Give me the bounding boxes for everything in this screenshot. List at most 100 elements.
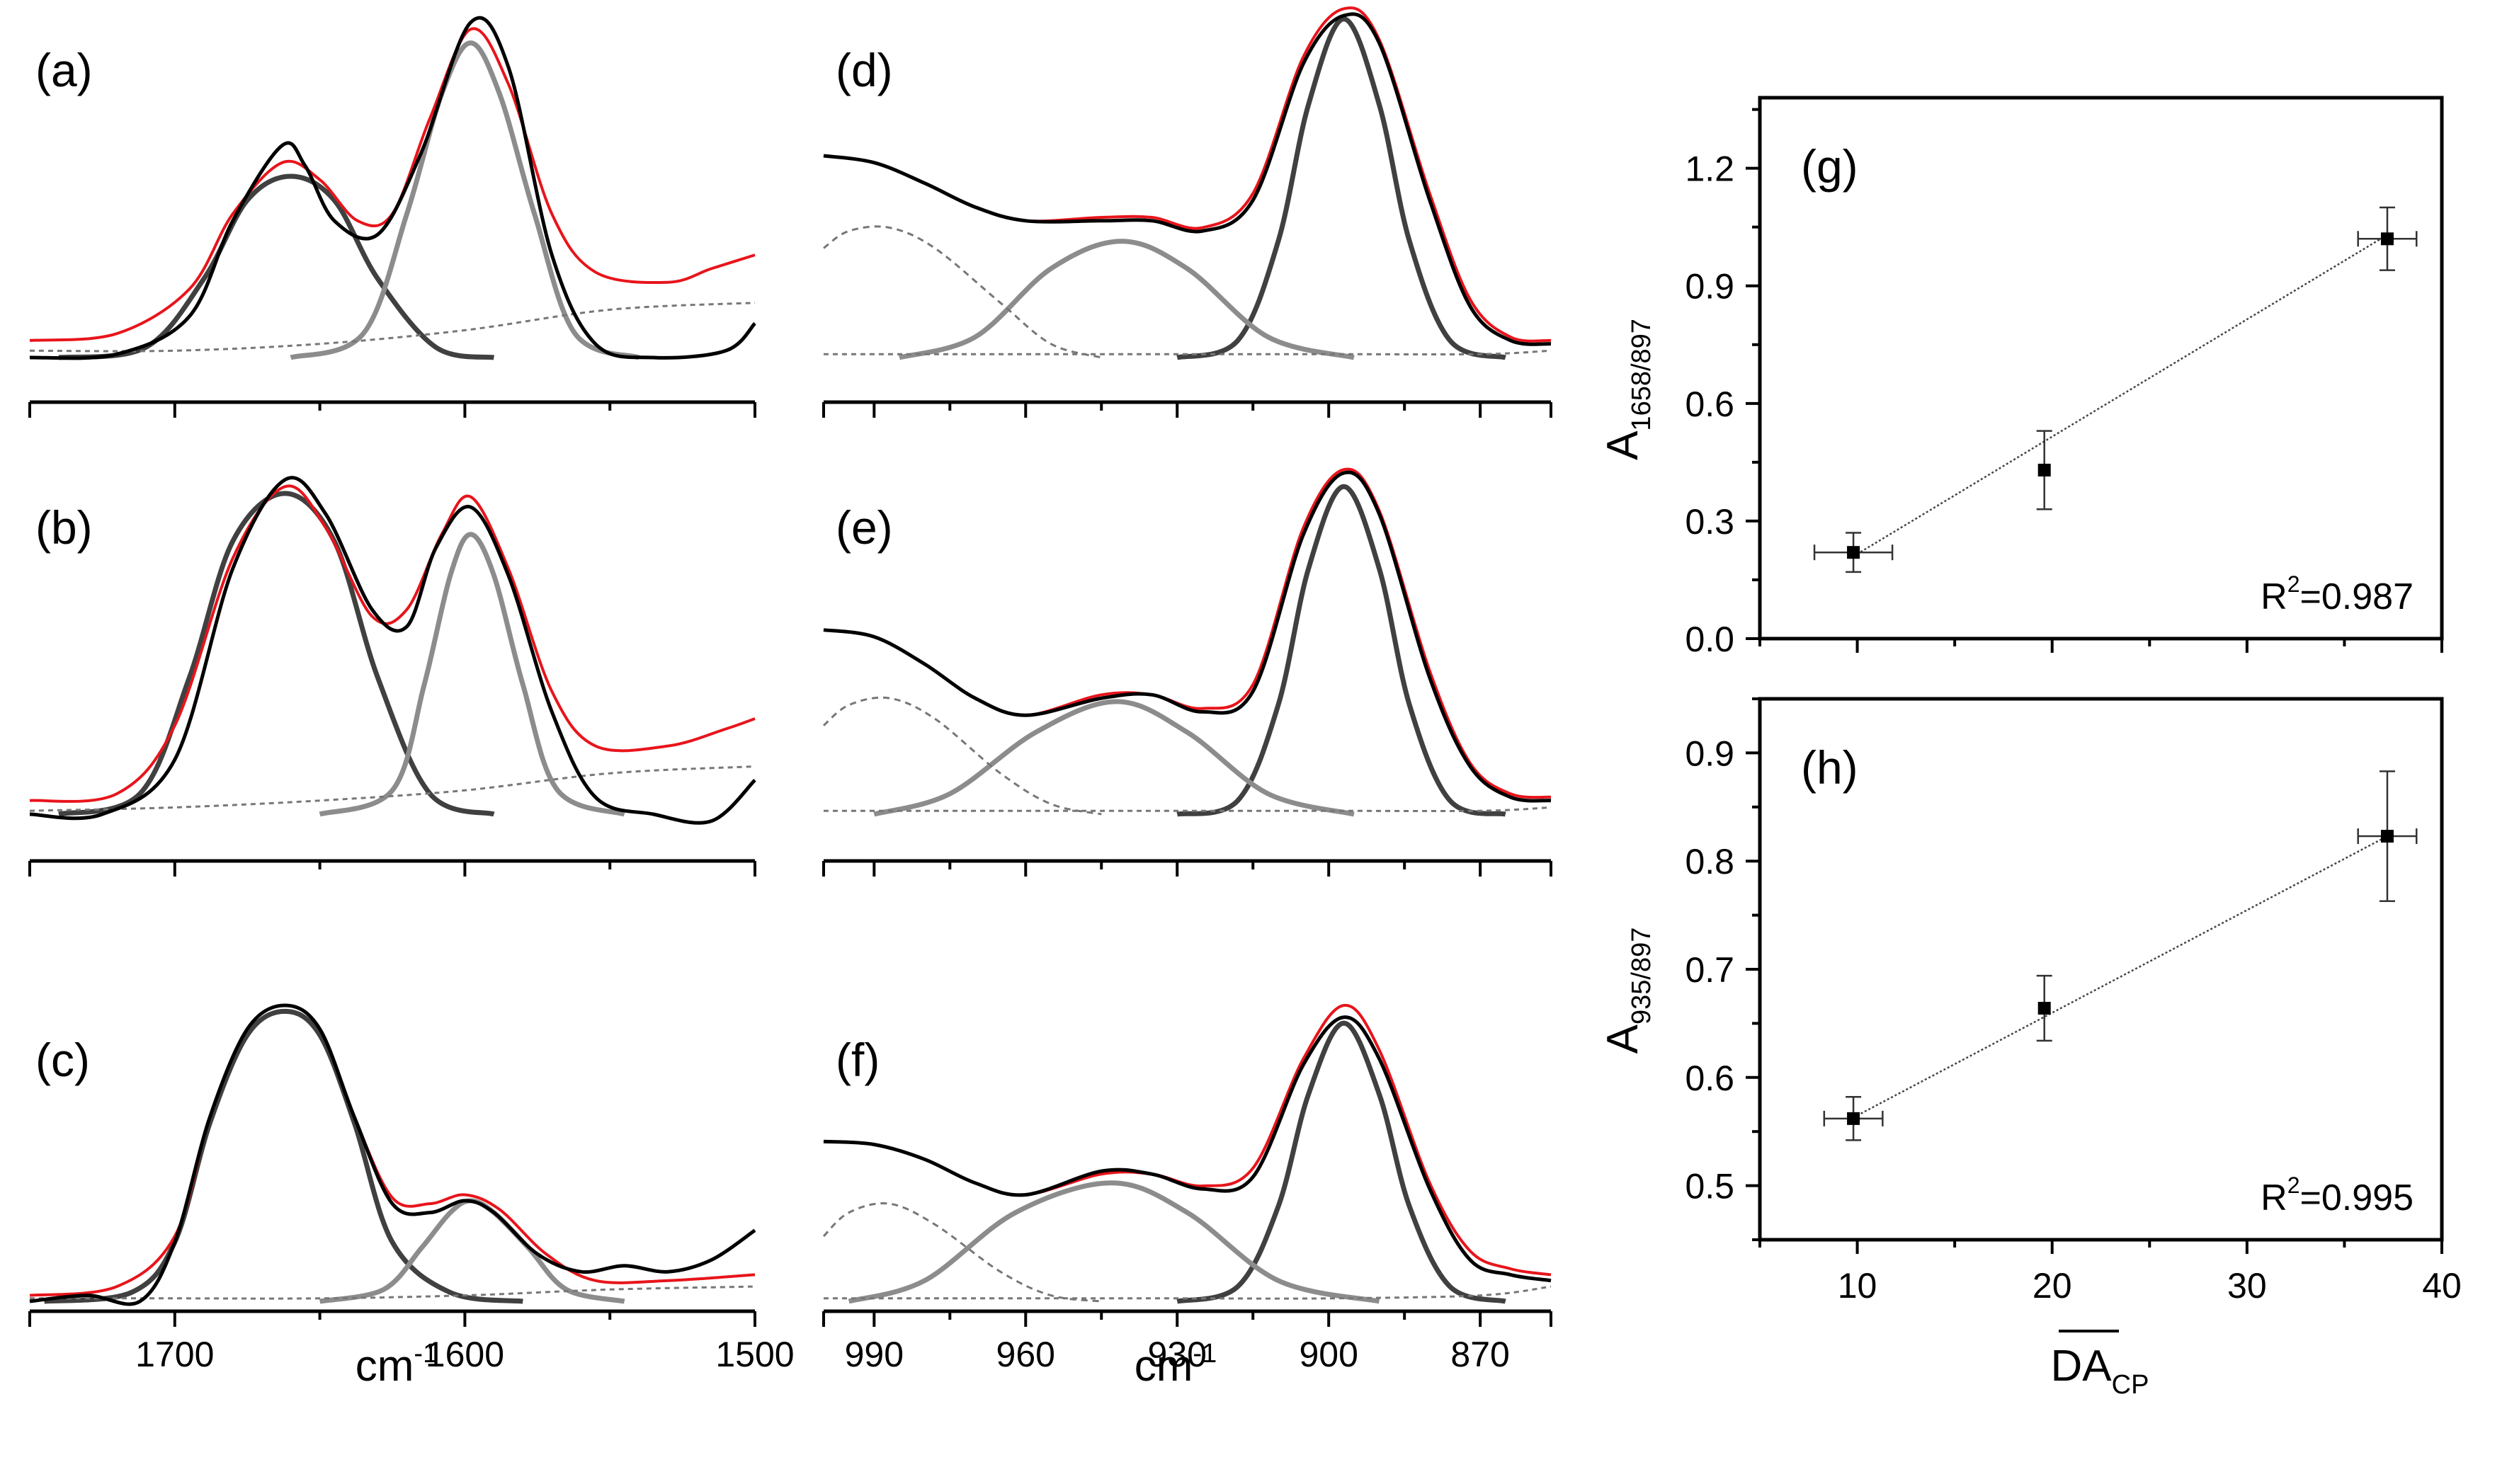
curve-component-1598-cm-1 (319, 1198, 625, 1304)
scatter-panel-g: 0.0 0.3 0.6 0.9 1.2 A1658/897 (g) R2=0.987 (1598, 96, 2444, 659)
data-point (1847, 1112, 1860, 1125)
r-squared-symbol: R (2261, 1177, 2287, 1218)
y-tick-label: 0.0 (1685, 620, 1734, 659)
data-point (2037, 463, 2051, 476)
y-tick-label: 1.2 (1685, 149, 1734, 189)
data-point (2380, 232, 2394, 246)
curve-component-1658-cm-1 (58, 491, 495, 817)
curve-baseline (29, 765, 756, 812)
spectrum-panel-a: (a) (28, 16, 756, 418)
y-tick-label: 0.6 (1685, 384, 1734, 424)
curve-component-897-cm-1 (1176, 16, 1506, 360)
curve-baseline (29, 302, 756, 353)
y-axis-label: A935/897 (1598, 928, 1656, 1054)
y-axis-label: A1658/897 (1598, 319, 1656, 460)
x-tick-label: 1700 (135, 1335, 214, 1374)
y-tick-label: 0.5 (1685, 1167, 1734, 1206)
curve-component-1658-cm-1 (44, 1008, 523, 1304)
curve-baseline (30, 1285, 756, 1300)
x-tick-label: 30 (2227, 1266, 2267, 1306)
curve-baseline (824, 349, 1552, 356)
x-tick-label: 40 (2422, 1266, 2462, 1306)
r-squared-exponent: 2 (2287, 571, 2300, 597)
curve-component-987-cm-1 (823, 696, 1102, 816)
y-tick-label: 0.8 (1685, 842, 1734, 881)
curve-component-1598-cm-1 (290, 40, 640, 360)
x-tick-label: 930 (1148, 1335, 1207, 1374)
x-tick-label: 990 (845, 1335, 904, 1374)
curve-fitted-sum (823, 467, 1552, 799)
x-axis-unit-label: cm-1 (1135, 1339, 1217, 1391)
curve-fitted-sum (823, 6, 1552, 343)
data-point (2037, 1002, 2051, 1015)
curve-measured (823, 12, 1552, 346)
curve-fitted-sum (29, 1004, 756, 1297)
curve-component-935-cm-1 (899, 239, 1355, 360)
curve-measured (29, 16, 756, 360)
panel-label: (g) (1801, 140, 1858, 193)
panel-label: (e) (836, 501, 893, 554)
scatter-panel-h: 10 20 30 40 0.5 0.6 0.7 0.8 0.9 A935/897 (h) R2=0.9… (1598, 697, 2462, 1400)
curve-fitted-sum (29, 27, 756, 342)
spectrum-panel-c: 1700 1600 1500 (c) (28, 1003, 795, 1374)
panel-label: (h) (1801, 741, 1858, 794)
r-squared-value: =0.995 (2300, 1177, 2414, 1218)
curve-component-1598-cm-1 (319, 532, 625, 817)
x-tick-label: 20 (2033, 1266, 2072, 1306)
curve-measured (823, 470, 1552, 803)
curve-component-987-cm-1 (823, 225, 1102, 359)
x-tick-label: 1500 (715, 1335, 794, 1374)
x-tick-label: 870 (1450, 1335, 1509, 1374)
x-axis-label-subscript: CP (2112, 1370, 2149, 1400)
r-squared-symbol: R (2261, 576, 2287, 617)
plot-frame (1758, 697, 2444, 1242)
spectrum-panel-f: 990 960 930 900 870 (f) (822, 1003, 1552, 1374)
x-tick-label: 900 (1299, 1335, 1358, 1374)
y-tick-label: 0.9 (1685, 267, 1734, 307)
x-tick-label: 1600 (426, 1335, 504, 1374)
y-tick-label: 0.7 (1685, 950, 1734, 990)
x-tick-label: 960 (996, 1335, 1055, 1374)
x-tick-label: 10 (1838, 1266, 1877, 1306)
curve-component-987-cm-1 (822, 1202, 1102, 1303)
unit-exponent: -1 (1193, 1339, 1217, 1369)
data-point (1847, 546, 1860, 559)
spectrum-panel-d: (d) (822, 6, 1552, 418)
curve-fitted-sum (823, 1003, 1552, 1277)
curve-component-897-cm-1 (1176, 484, 1506, 817)
curve-baseline (824, 806, 1552, 813)
spectrum-panel-e: (e) (822, 467, 1552, 877)
curve-measured (29, 476, 756, 825)
y-axis-label-subscript: 1658/897 (1627, 319, 1656, 431)
y-axis-label-subscript: 935/897 (1627, 928, 1656, 1024)
panel-label: (a) (35, 44, 93, 96)
y-tick-label: 0.6 (1685, 1058, 1734, 1098)
fit-line (1853, 234, 2388, 557)
unit-exponent: -1 (414, 1339, 438, 1369)
r-squared-exponent: 2 (2287, 1172, 2300, 1198)
curve-component-935-cm-1 (848, 1180, 1380, 1304)
panel-label: (f) (836, 1034, 880, 1086)
y-tick-label: 0.3 (1685, 502, 1734, 542)
curve-component-897-cm-1 (1176, 1020, 1506, 1304)
r-squared-annotation: R2=0.987 (2261, 571, 2414, 617)
curve-fitted-sum (29, 484, 756, 803)
x-axis-unit-label: cm-1 (356, 1339, 438, 1391)
fit-line (1853, 835, 2388, 1119)
panel-label: (d) (836, 44, 893, 96)
plot-frame (1758, 96, 2444, 641)
spectrum-panel-b: (b) (28, 476, 756, 877)
curve-component-935-cm-1 (873, 699, 1355, 817)
y-tick-label: 0.9 (1685, 734, 1734, 773)
r-squared-value: =0.987 (2300, 576, 2414, 617)
curve-measured (29, 1003, 756, 1306)
r-squared-annotation: R2=0.995 (2261, 1172, 2414, 1218)
x-axis-label-main: DA (2051, 1342, 2113, 1391)
panel-label: (b) (35, 501, 93, 554)
data-point (2380, 830, 2394, 843)
curve-measured (823, 1015, 1552, 1283)
panel-label: (c) (35, 1034, 90, 1086)
curve-baseline (824, 1285, 1552, 1300)
x-axis-label: DACP (2051, 1342, 2149, 1400)
